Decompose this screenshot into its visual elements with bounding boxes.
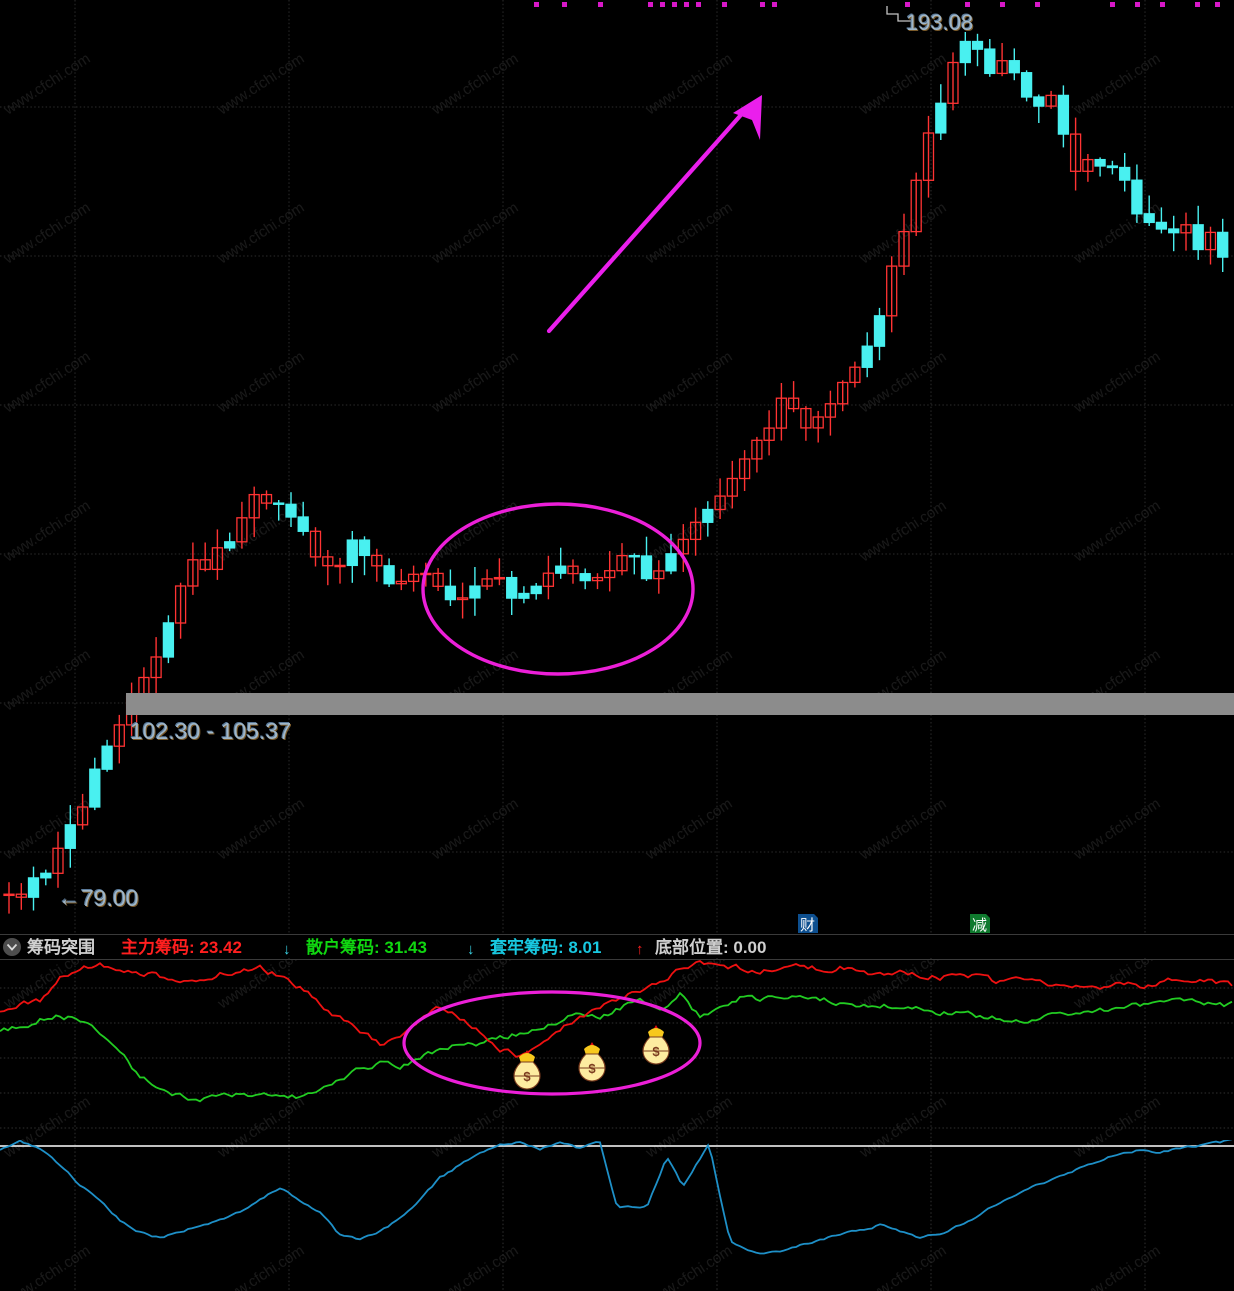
svg-text:193.08: 193.08 xyxy=(906,10,973,35)
svg-text:散户筹码: 31.43: 散户筹码: 31.43 xyxy=(306,937,427,957)
svg-text:↓: ↓ xyxy=(467,941,475,958)
svg-text:主力筹码: 23.42: 主力筹码: 23.42 xyxy=(121,937,242,957)
svg-text:↑: ↑ xyxy=(636,941,644,958)
svg-text:财: 财 xyxy=(800,917,815,934)
svg-text:筹码突围: 筹码突围 xyxy=(27,937,95,957)
svg-text:减: 减 xyxy=(972,917,987,934)
svg-text:↓: ↓ xyxy=(283,941,291,958)
svg-text:底部位置: 0.00: 底部位置: 0.00 xyxy=(655,937,766,957)
svg-text:套牢筹码: 8.01: 套牢筹码: 8.01 xyxy=(489,937,601,957)
svg-text:←79.00: ←79.00 xyxy=(58,885,139,911)
svg-text:102.30 - 105.37: 102.30 - 105.37 xyxy=(130,718,291,744)
